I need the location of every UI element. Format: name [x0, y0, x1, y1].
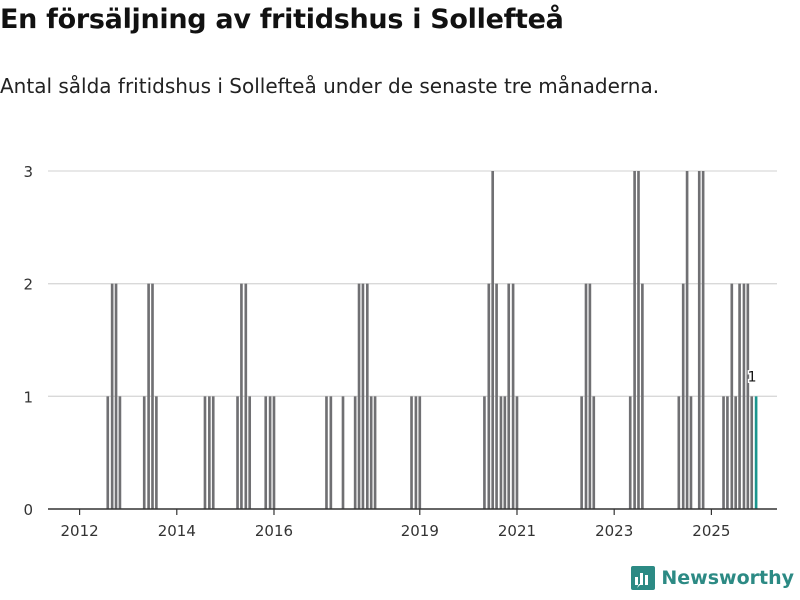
bar [268, 396, 272, 509]
bar [414, 396, 418, 509]
y-tick-label: 2 [23, 276, 33, 294]
x-tick-label: 2016 [255, 522, 293, 540]
bar [244, 283, 248, 509]
bar [588, 283, 592, 509]
bar [495, 283, 498, 509]
bar [106, 396, 110, 509]
bar [264, 396, 268, 509]
bar [637, 171, 640, 509]
bar [633, 171, 636, 509]
bar [240, 283, 243, 509]
bar [353, 396, 357, 509]
bar [592, 396, 596, 509]
bar [487, 283, 491, 509]
bar [641, 283, 644, 509]
bar [685, 171, 689, 509]
x-tick-label: 2025 [692, 522, 730, 540]
bar [628, 396, 632, 509]
x-tick-label: 2021 [498, 522, 536, 540]
bar [147, 283, 150, 509]
bar [515, 396, 519, 509]
bar [236, 396, 239, 509]
bar [507, 283, 511, 509]
bar [503, 396, 507, 509]
bar [491, 171, 495, 509]
bar [701, 171, 705, 509]
bar [357, 283, 361, 509]
bar [677, 396, 681, 509]
bar [151, 283, 154, 509]
bar [272, 396, 276, 509]
bar [373, 396, 377, 509]
bar [118, 396, 122, 509]
bar [361, 283, 365, 509]
bar [203, 396, 207, 509]
y-tick-label: 3 [23, 163, 33, 181]
bar [722, 396, 725, 509]
bar [369, 396, 373, 509]
bar [511, 283, 515, 509]
bar [142, 396, 146, 509]
highlight-bar [754, 396, 758, 509]
bar [750, 396, 754, 509]
bar [211, 396, 215, 509]
x-tick-label: 2023 [595, 522, 633, 540]
chart-subtitle: Antal sålda fritidshus i Sollefteå under… [0, 74, 660, 98]
bar [697, 171, 701, 509]
bar [341, 396, 345, 509]
bar [329, 396, 333, 509]
x-tick-label: 2012 [60, 522, 98, 540]
chart-title: En försäljning av fritidshus i Sollefteå [0, 4, 564, 35]
bar [418, 396, 422, 509]
bar [738, 283, 741, 509]
bar [155, 396, 158, 509]
bar [365, 283, 369, 509]
bar [681, 283, 685, 509]
bar [734, 396, 738, 509]
brand-name: Newsworthy [661, 567, 794, 589]
newsworthy-logo: Newsworthy [631, 566, 794, 590]
bar [742, 283, 746, 509]
bar [248, 396, 252, 509]
newsworthy-logo-icon [631, 566, 656, 590]
bar [584, 283, 588, 509]
bar [580, 396, 583, 509]
bar [689, 396, 693, 509]
x-tick-label: 2014 [158, 522, 196, 540]
bar [483, 396, 486, 509]
bar [110, 283, 114, 509]
bar [499, 396, 503, 509]
bar [325, 396, 328, 509]
bar [730, 283, 734, 509]
y-tick-label: 0 [23, 501, 33, 519]
bar [746, 283, 750, 509]
highlight-data-label: 1 [748, 369, 757, 385]
y-tick-label: 1 [23, 388, 33, 406]
bar [410, 396, 413, 509]
bar [726, 396, 729, 509]
x-tick-label: 2019 [401, 522, 439, 540]
bar [208, 396, 211, 509]
bar [114, 283, 118, 509]
